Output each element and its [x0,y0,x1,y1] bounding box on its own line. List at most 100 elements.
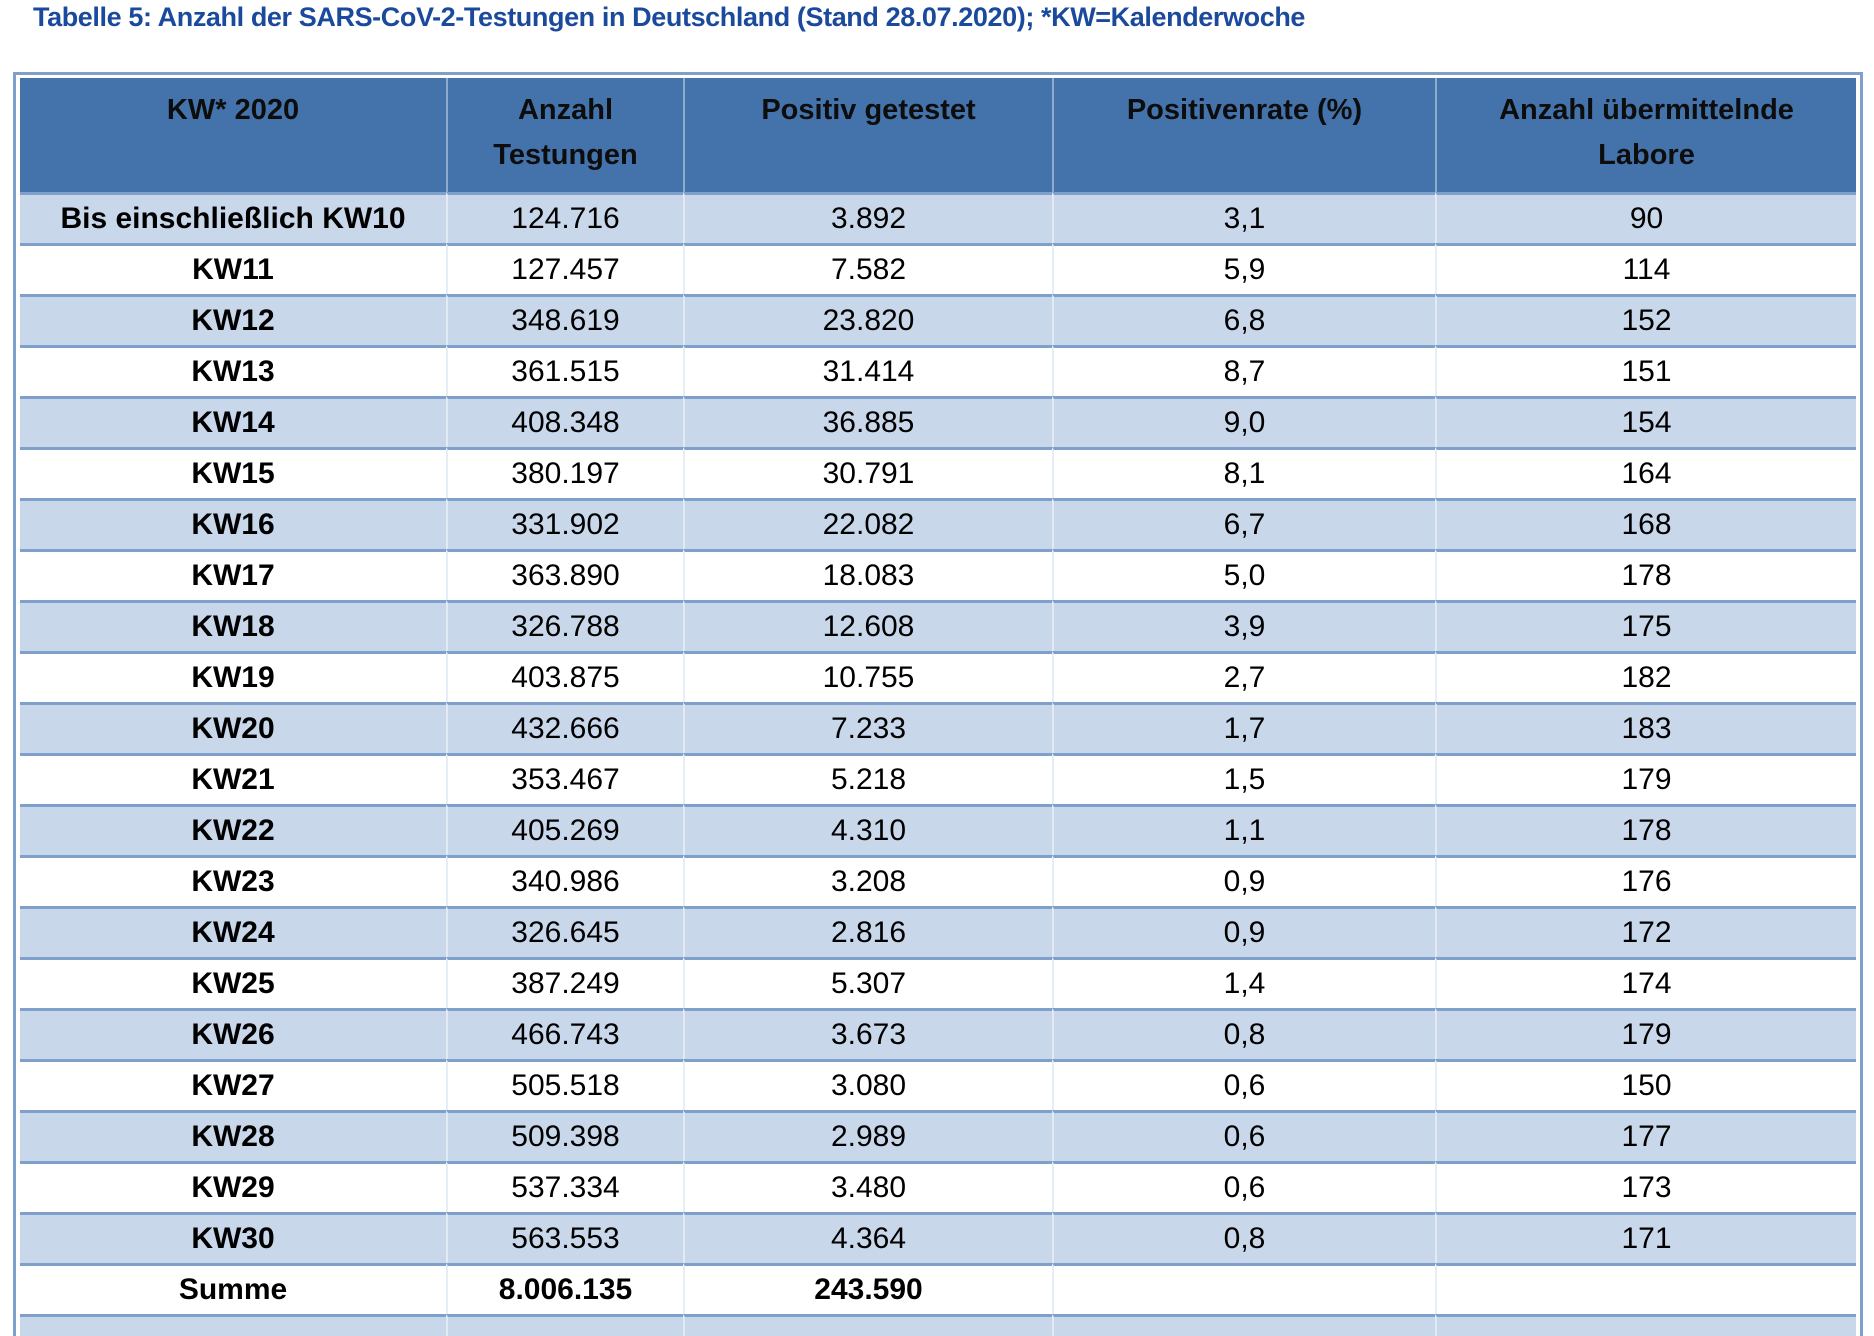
value-cell: 18.083 [683,549,1052,600]
row-label-cell: KW18 [20,600,446,651]
value-cell: 2.989 [683,1110,1052,1161]
value-cell: 0,6 [1052,1161,1435,1212]
table-row: Bis einschließlich KW10 124.716 3.892 3,1 90 [20,192,1856,243]
row-label-cell: Bis einschließlich KW10 [20,192,446,243]
value-cell: 1,5 [1052,753,1435,804]
value-cell: 179 [1435,1008,1856,1059]
value-cell: 537.334 [446,1161,683,1212]
table-row: KW20 432.666 7.233 1,7 183 [20,702,1856,753]
table-row: KW22 405.269 4.310 1,1 178 [20,804,1856,855]
value-cell: 363.890 [446,549,683,600]
value-cell: 164 [1435,447,1856,498]
table-header: KW* 2020 Anzahl Testungen Positiv getestet… [20,78,1856,192]
value-cell: 90 [1435,192,1856,243]
value-cell: 326.645 [446,906,683,957]
value-cell: 0,9 [1052,855,1435,906]
value-cell: 3.892 [683,192,1052,243]
value-cell: 5.218 [683,753,1052,804]
row-label-cell: KW29 [20,1161,446,1212]
table-row: KW25 387.249 5.307 1,4 174 [20,957,1856,1008]
value-cell: 23.820 [683,294,1052,345]
table-row: KW11 127.457 7.582 5,9 114 [20,243,1856,294]
row-label-cell: KW25 [20,957,446,1008]
table-body: Bis einschließlich KW10 124.716 3.892 3,1 90… [20,192,1856,1336]
value-cell: 22.082 [683,498,1052,549]
value-cell: 326.788 [446,600,683,651]
value-cell: 179 [1435,753,1856,804]
table-row: KW23 340.986 3.208 0,9 176 [20,855,1856,906]
column-header: Positiv getestet [683,78,1052,192]
value-cell: 2,7 [1052,651,1435,702]
value-cell: 1,4 [1052,957,1435,1008]
value-cell: 340.986 [446,855,683,906]
table-row: KW12 348.619 23.820 6,8 152 [20,294,1856,345]
value-cell: 3.673 [683,1008,1052,1059]
value-cell: 0,9 [1052,906,1435,957]
value-cell: 387.249 [446,957,683,1008]
table-row: KW24 326.645 2.816 0,9 172 [20,906,1856,957]
column-header: KW* 2020 [20,78,446,192]
value-cell: 380.197 [446,447,683,498]
table-row: KW21 353.467 5.218 1,5 179 [20,753,1856,804]
value-cell: 361.515 [446,345,683,396]
value-cell: 172 [1435,906,1856,957]
value-cell: 171 [1435,1212,1856,1263]
row-label-cell: KW28 [20,1110,446,1161]
table-row: KW15 380.197 30.791 8,1 164 [20,447,1856,498]
table-row: KW30 563.553 4.364 0,8 171 [20,1212,1856,1263]
value-cell: 1,7 [1052,702,1435,753]
row-label-cell: KW17 [20,549,446,600]
value-cell: 174 [1435,957,1856,1008]
value-cell: 8,1 [1052,447,1435,498]
row-label-cell: KW13 [20,345,446,396]
row-label-cell: KW23 [20,855,446,906]
header-row: KW* 2020 Anzahl Testungen Positiv getestet… [20,78,1856,192]
value-cell: 0,8 [1052,1008,1435,1059]
value-cell: 563.553 [446,1212,683,1263]
summary-row: Summe 8.006.135 243.590 [20,1263,1856,1314]
row-label-cell: KW11 [20,243,446,294]
value-cell: 403.875 [446,651,683,702]
value-cell: 114 [1435,243,1856,294]
value-cell: 178 [1435,549,1856,600]
value-cell: 8.006.135 [446,1263,683,1314]
value-cell: 150 [1435,1059,1856,1110]
value-cell: 127.457 [446,243,683,294]
table-row: KW18 326.788 12.608 3,9 175 [20,600,1856,651]
value-cell: 176 [1435,855,1856,906]
value-cell: 6,8 [1052,294,1435,345]
table-row: KW29 537.334 3.480 0,6 173 [20,1161,1856,1212]
row-label-cell: KW19 [20,651,446,702]
table-row: KW14 408.348 36.885 9,0 154 [20,396,1856,447]
row-label-cell: KW21 [20,753,446,804]
table: KW* 2020 Anzahl Testungen Positiv getestet… [20,78,1856,1336]
value-cell: 151 [1435,345,1856,396]
value-cell: 36.885 [683,396,1052,447]
value-cell: 348.619 [446,294,683,345]
value-cell: 178 [1435,804,1856,855]
value-cell: 3.480 [683,1161,1052,1212]
value-cell: 405.269 [446,804,683,855]
value-cell: 31.414 [683,345,1052,396]
value-cell: 183 [1435,702,1856,753]
value-cell: 3,1 [1052,192,1435,243]
row-label-cell: KW22 [20,804,446,855]
value-cell: 4.310 [683,804,1052,855]
value-cell: 466.743 [446,1008,683,1059]
table-row: KW17 363.890 18.083 5,0 178 [20,549,1856,600]
value-cell: 152 [1435,294,1856,345]
value-cell: 5,9 [1052,243,1435,294]
value-cell: 1,1 [1052,804,1435,855]
value-cell: 8,7 [1052,345,1435,396]
value-cell: 3.208 [683,855,1052,906]
row-label-cell: KW27 [20,1059,446,1110]
value-cell: 182 [1435,651,1856,702]
table-row: KW28 509.398 2.989 0,6 177 [20,1110,1856,1161]
table-caption: Tabelle 5: Anzahl der SARS-CoV-2-Testung… [33,2,1306,32]
value-cell: 3.080 [683,1059,1052,1110]
value-cell: 12.608 [683,600,1052,651]
value-cell: 243.590 [683,1263,1052,1314]
value-cell: 6,7 [1052,498,1435,549]
value-cell [446,1314,683,1336]
